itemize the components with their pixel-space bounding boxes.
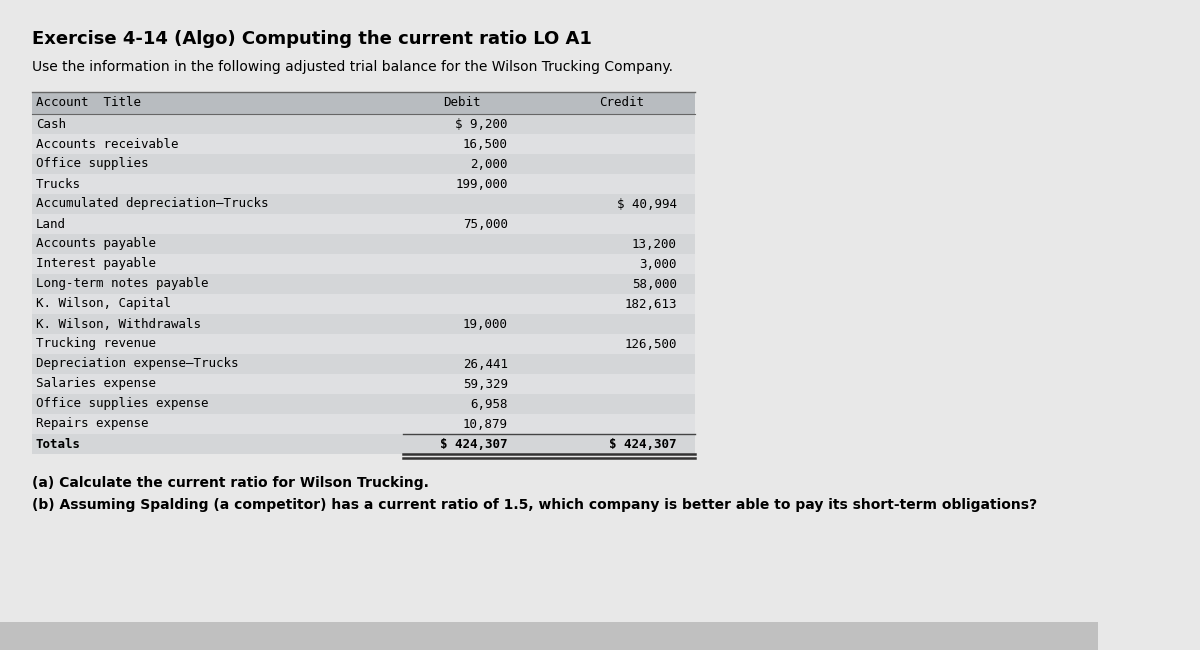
Text: 2,000: 2,000 — [470, 157, 508, 170]
Text: K. Wilson, Capital: K. Wilson, Capital — [36, 298, 170, 311]
Text: Office supplies expense: Office supplies expense — [36, 398, 208, 411]
Bar — [32, 334, 695, 354]
Bar — [32, 394, 695, 414]
Bar — [32, 234, 695, 254]
Text: Long-term notes payable: Long-term notes payable — [36, 278, 208, 291]
Text: 3,000: 3,000 — [640, 257, 677, 270]
Text: 10,879: 10,879 — [463, 417, 508, 430]
Bar — [32, 174, 695, 194]
Text: 59,329: 59,329 — [463, 378, 508, 391]
Text: Depreciation expense–Trucks: Depreciation expense–Trucks — [36, 358, 238, 370]
Text: Debit: Debit — [443, 96, 481, 109]
Bar — [32, 414, 695, 434]
Text: Cash: Cash — [36, 118, 66, 131]
Bar — [32, 254, 695, 274]
Bar — [32, 92, 695, 114]
Text: Repairs expense: Repairs expense — [36, 417, 148, 430]
Text: (b) Assuming Spalding (a competitor) has a current ratio of 1.5, which company i: (b) Assuming Spalding (a competitor) has… — [32, 498, 1037, 512]
Text: 75,000: 75,000 — [463, 218, 508, 231]
Text: Land: Land — [36, 218, 66, 231]
Text: 6,958: 6,958 — [470, 398, 508, 411]
Text: 26,441: 26,441 — [463, 358, 508, 370]
Text: $ 424,307: $ 424,307 — [610, 437, 677, 450]
Text: Trucks: Trucks — [36, 177, 80, 190]
Bar — [32, 434, 695, 454]
Bar — [32, 194, 695, 214]
Text: 19,000: 19,000 — [463, 317, 508, 330]
Text: Use the information in the following adjusted trial balance for the Wilson Truck: Use the information in the following adj… — [32, 60, 673, 74]
Text: 13,200: 13,200 — [632, 237, 677, 250]
Text: 182,613: 182,613 — [624, 298, 677, 311]
Text: 58,000: 58,000 — [632, 278, 677, 291]
Bar — [32, 374, 695, 394]
Text: 126,500: 126,500 — [624, 337, 677, 350]
Bar — [32, 154, 695, 174]
Text: 199,000: 199,000 — [455, 177, 508, 190]
Text: Totals: Totals — [36, 437, 80, 450]
Bar — [32, 114, 695, 134]
Bar — [32, 314, 695, 334]
Text: Accounts receivable: Accounts receivable — [36, 138, 178, 151]
Text: Exercise 4-14 (Algo) Computing the current ratio LO A1: Exercise 4-14 (Algo) Computing the curre… — [32, 30, 592, 48]
Text: Trucking revenue: Trucking revenue — [36, 337, 156, 350]
Text: 16,500: 16,500 — [463, 138, 508, 151]
Text: Office supplies: Office supplies — [36, 157, 148, 170]
Text: Accumulated depreciation–Trucks: Accumulated depreciation–Trucks — [36, 198, 268, 211]
Text: Account  Title: Account Title — [36, 96, 140, 109]
Bar — [32, 214, 695, 234]
Bar — [0, 622, 1098, 650]
Text: $ 9,200: $ 9,200 — [455, 118, 508, 131]
Text: Credit: Credit — [600, 96, 644, 109]
Bar — [32, 294, 695, 314]
Text: $ 40,994: $ 40,994 — [617, 198, 677, 211]
Text: Salaries expense: Salaries expense — [36, 378, 156, 391]
Text: Interest payable: Interest payable — [36, 257, 156, 270]
Text: K. Wilson, Withdrawals: K. Wilson, Withdrawals — [36, 317, 200, 330]
Text: (a) Calculate the current ratio for Wilson Trucking.: (a) Calculate the current ratio for Wils… — [32, 476, 428, 490]
Text: $ 424,307: $ 424,307 — [440, 437, 508, 450]
Text: Accounts payable: Accounts payable — [36, 237, 156, 250]
Bar — [32, 274, 695, 294]
Bar — [32, 354, 695, 374]
Bar — [32, 134, 695, 154]
